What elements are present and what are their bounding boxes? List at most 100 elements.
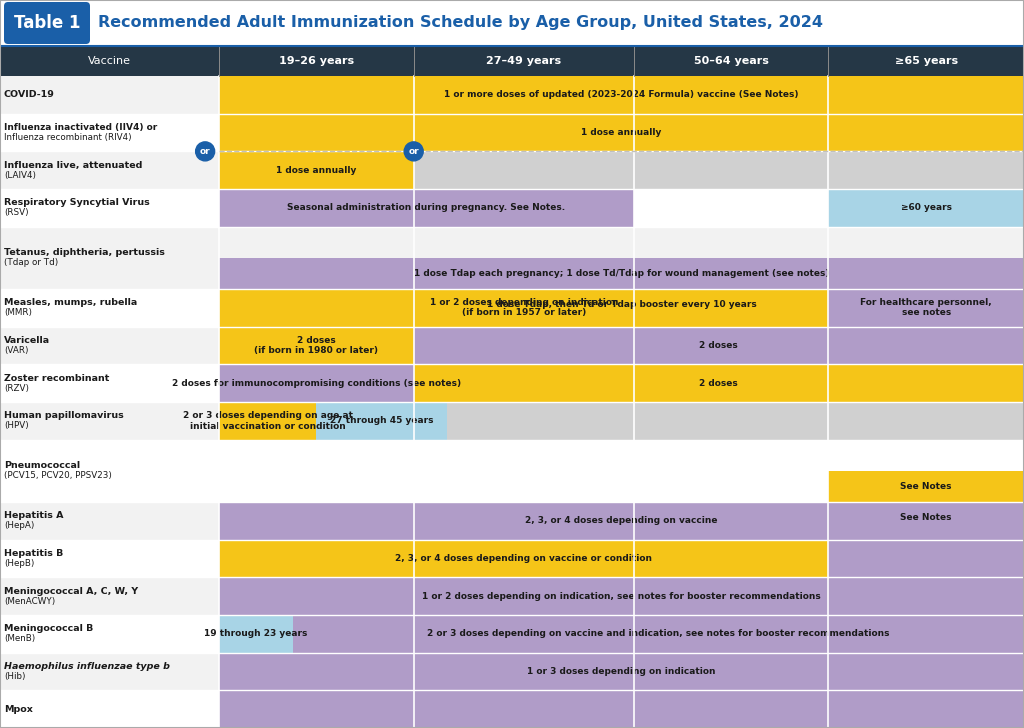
Text: (RZV): (RZV) xyxy=(4,384,29,392)
Text: Influenza live, attenuated: Influenza live, attenuated xyxy=(4,161,142,170)
Text: 2 doses: 2 doses xyxy=(699,341,738,350)
FancyBboxPatch shape xyxy=(4,2,90,44)
Bar xyxy=(219,502,828,533)
Text: Meningococcal A, C, W, Y: Meningococcal A, C, W, Y xyxy=(4,587,138,596)
Bar xyxy=(219,471,828,502)
Text: 2 doses for immunocompromising conditions (see notes): 2 doses for immunocompromising condition… xyxy=(172,379,461,387)
Text: Seasonal administration during pregnancy. See Notes.: Seasonal administration during pregnancy… xyxy=(288,203,565,213)
Text: 1 dose annually: 1 dose annually xyxy=(582,128,662,137)
Text: (RSV): (RSV) xyxy=(4,208,29,218)
Bar xyxy=(0,615,1024,652)
Text: Hepatitis A: Hepatitis A xyxy=(4,511,63,521)
Bar xyxy=(219,114,1024,151)
Text: Meningococcal B: Meningococcal B xyxy=(4,625,93,633)
Text: Mpox: Mpox xyxy=(4,705,33,713)
Bar xyxy=(219,151,414,189)
Text: 1 dose Tdap each pregnancy; 1 dose Td/Tdap for wound management (see notes): 1 dose Tdap each pregnancy; 1 dose Td/Td… xyxy=(414,269,829,278)
Bar xyxy=(0,539,1024,577)
Text: 2 or 3 doses depending on vaccine and indication, see notes for booster recommen: 2 or 3 doses depending on vaccine and in… xyxy=(427,629,890,638)
Text: 1 dose Tdap, then Td or Tdap booster every 10 years: 1 dose Tdap, then Td or Tdap booster eve… xyxy=(486,300,757,309)
Bar xyxy=(828,189,1024,226)
Text: Hepatitis B: Hepatitis B xyxy=(4,549,63,558)
Bar xyxy=(219,258,1024,289)
Text: or: or xyxy=(200,147,211,156)
Text: Zoster recombinant: Zoster recombinant xyxy=(4,373,110,383)
Text: Haemophilus influenzae type b: Haemophilus influenzae type b xyxy=(4,662,170,671)
Bar xyxy=(219,502,1024,539)
Text: (HPV): (HPV) xyxy=(4,422,29,430)
Circle shape xyxy=(404,142,423,161)
Text: Pneumococcal: Pneumococcal xyxy=(4,462,80,470)
Text: See Notes: See Notes xyxy=(900,482,952,491)
Text: Recommended Adult Immunization Schedule by Age Group, United States, 2024: Recommended Adult Immunization Schedule … xyxy=(98,15,823,31)
Text: 1 or 3 doses depending on indication: 1 or 3 doses depending on indication xyxy=(527,667,716,676)
Text: For healthcare personnel,
see notes: For healthcare personnel, see notes xyxy=(860,298,992,317)
Bar xyxy=(219,577,1024,615)
Text: 2, 3, or 4 doses depending on vaccine or condition: 2, 3, or 4 doses depending on vaccine or… xyxy=(395,554,652,563)
Bar xyxy=(0,690,1024,728)
Bar xyxy=(415,46,634,76)
Text: (VAR): (VAR) xyxy=(4,346,29,355)
Bar xyxy=(0,226,1024,289)
Text: 1 or more doses of updated (2023-2024 Formula) vaccine (See Notes): 1 or more doses of updated (2023-2024 Fo… xyxy=(444,90,799,99)
Bar xyxy=(0,577,1024,615)
Bar xyxy=(828,471,1024,502)
Bar xyxy=(316,402,446,440)
Text: Influenza inactivated (IIV4) or: Influenza inactivated (IIV4) or xyxy=(4,123,158,132)
Bar xyxy=(219,364,414,402)
Text: COVID-19: COVID-19 xyxy=(4,90,55,99)
Text: 2 or 3 doses depending on age at
initial vaccination or condition: 2 or 3 doses depending on age at initial… xyxy=(182,411,353,430)
Text: (HepB): (HepB) xyxy=(4,559,35,568)
Text: (MenACWY): (MenACWY) xyxy=(4,596,55,606)
Text: or: or xyxy=(409,147,419,156)
Bar xyxy=(0,402,1024,440)
Bar xyxy=(219,539,828,577)
Bar xyxy=(828,289,1024,327)
Text: ≥60 years: ≥60 years xyxy=(901,203,951,213)
Bar xyxy=(634,189,828,226)
Text: 19 through 23 years: 19 through 23 years xyxy=(205,629,308,638)
Text: Measles, mumps, rubella: Measles, mumps, rubella xyxy=(4,298,137,307)
Text: Tetanus, diphtheria, pertussis: Tetanus, diphtheria, pertussis xyxy=(4,248,165,257)
Bar xyxy=(219,289,1024,320)
Bar xyxy=(0,0,1024,46)
Text: 1 or 2 doses depending on indication, see notes for booster recommendations: 1 or 2 doses depending on indication, se… xyxy=(422,592,821,601)
Bar xyxy=(829,46,1024,76)
Text: Human papillomavirus: Human papillomavirus xyxy=(4,411,124,420)
Bar xyxy=(0,76,1024,114)
Bar xyxy=(219,327,414,364)
Text: 2 doses
(if born in 1980 or later): 2 doses (if born in 1980 or later) xyxy=(254,336,379,355)
Bar xyxy=(0,502,1024,539)
Text: 19–26 years: 19–26 years xyxy=(279,56,354,66)
Text: Respiratory Syncytial Virus: Respiratory Syncytial Virus xyxy=(4,199,150,207)
Bar xyxy=(0,114,1024,151)
Bar xyxy=(414,151,1024,189)
Bar xyxy=(0,364,1024,402)
Text: (Hib): (Hib) xyxy=(4,672,26,681)
Text: Varicella: Varicella xyxy=(4,336,50,345)
Bar xyxy=(220,46,414,76)
Bar xyxy=(0,289,1024,327)
Text: 1 or 2 doses depending on indication
(if born in 1957 or later): 1 or 2 doses depending on indication (if… xyxy=(429,298,618,317)
Bar xyxy=(219,615,293,652)
Bar xyxy=(635,46,828,76)
Bar xyxy=(446,402,1024,440)
Bar xyxy=(1,46,219,76)
Bar xyxy=(0,327,1024,364)
Text: (HepA): (HepA) xyxy=(4,521,35,530)
Text: Influenza recombinant (RIV4): Influenza recombinant (RIV4) xyxy=(4,133,132,142)
Bar xyxy=(219,289,828,327)
Text: ≥65 years: ≥65 years xyxy=(895,56,957,66)
Bar xyxy=(219,690,1024,728)
Text: See Notes: See Notes xyxy=(900,513,952,522)
Text: 2, 3, or 4 doses depending on vaccine: 2, 3, or 4 doses depending on vaccine xyxy=(525,516,718,525)
Bar xyxy=(414,327,1024,364)
Text: Vaccine: Vaccine xyxy=(88,56,131,66)
Text: 2 doses: 2 doses xyxy=(699,379,738,387)
Text: (MenB): (MenB) xyxy=(4,634,35,644)
Bar xyxy=(219,402,316,440)
Bar xyxy=(219,189,634,226)
Text: 1 dose annually: 1 dose annually xyxy=(276,166,356,175)
Bar xyxy=(0,189,1024,226)
Bar xyxy=(414,364,1024,402)
